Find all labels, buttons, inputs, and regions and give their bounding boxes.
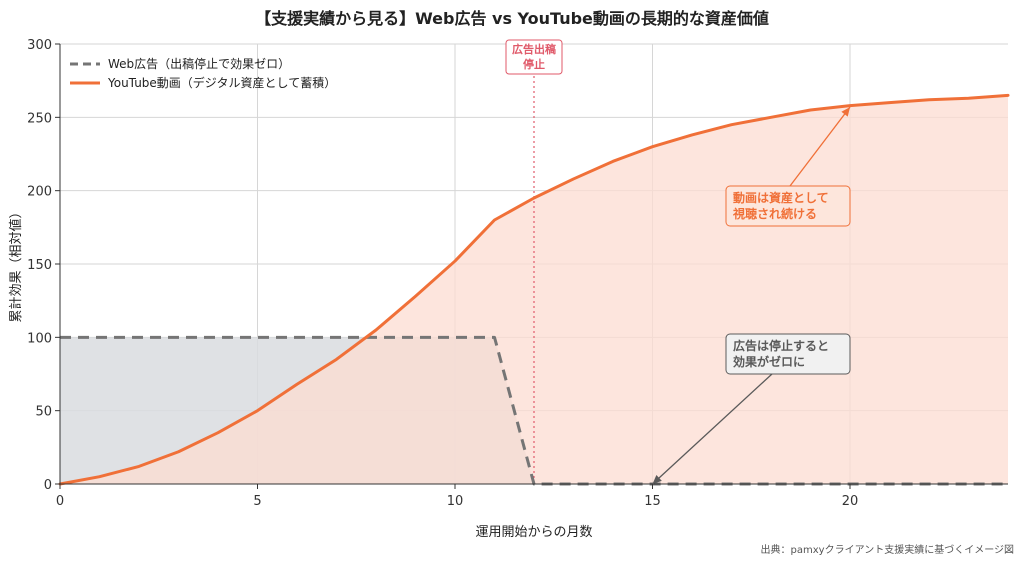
y-tick-label: 300 <box>27 38 52 53</box>
x-tick-label: 10 <box>447 494 464 509</box>
stop-label-line: 広告出稿 <box>512 42 556 56</box>
annotation-arrow-1 <box>789 106 851 187</box>
series-line-2 <box>58 93 1010 486</box>
y-tick-label: 250 <box>27 111 52 126</box>
legend: Web広告（出稿停止で効果ゼロ） YouTube動画（デジタル資産として蓄積） <box>70 56 336 90</box>
x-axis-label: 運用開始からの月数 <box>475 525 592 540</box>
series-lines <box>58 93 1010 486</box>
chart-title: 【支援実績から見る】Web広告 vs YouTube動画の長期的な資産価値 <box>255 9 769 28</box>
series-fills <box>60 95 1008 484</box>
annotation-text-2: 効果がゼロに <box>733 354 805 369</box>
annotation-box-1 <box>725 185 851 227</box>
y-axis-label: 累計効果（相対値） <box>8 205 24 322</box>
y-tick-label: 100 <box>27 331 52 346</box>
series-line-1 <box>60 335 1008 486</box>
y-tick-label: 0 <box>44 478 52 493</box>
y-tick-label: 150 <box>27 258 52 273</box>
annotation-arrowhead-1 <box>841 107 850 117</box>
x-tick-label: 5 <box>253 494 261 509</box>
annotation-text-1: 視聴され続ける <box>732 206 817 221</box>
annotation-text-2: 広告は停止すると <box>733 338 829 353</box>
annotation-text-1: 動画は資産として <box>733 190 829 205</box>
y-tick-label: 50 <box>35 405 52 420</box>
annotation-box-2 <box>725 333 851 375</box>
y-tick-label: 200 <box>27 185 52 200</box>
annotation-arrowhead-2 <box>652 474 662 484</box>
annotation-arrow-2 <box>652 373 773 485</box>
stop-label-line: 停止 <box>523 57 545 71</box>
source-note: 出典：pamxyクライアント支援実績に基づくイメージ図 <box>761 543 1014 556</box>
stop-label-box <box>505 39 563 75</box>
x-tick-label: 20 <box>842 494 859 509</box>
x-tick-label: 15 <box>644 494 661 509</box>
x-tick-label: 0 <box>56 494 64 509</box>
legend-label-1: Web広告（出稿停止で効果ゼロ） <box>108 56 290 71</box>
legend-label-2: YouTube動画（デジタル資産として蓄積） <box>107 75 336 90</box>
